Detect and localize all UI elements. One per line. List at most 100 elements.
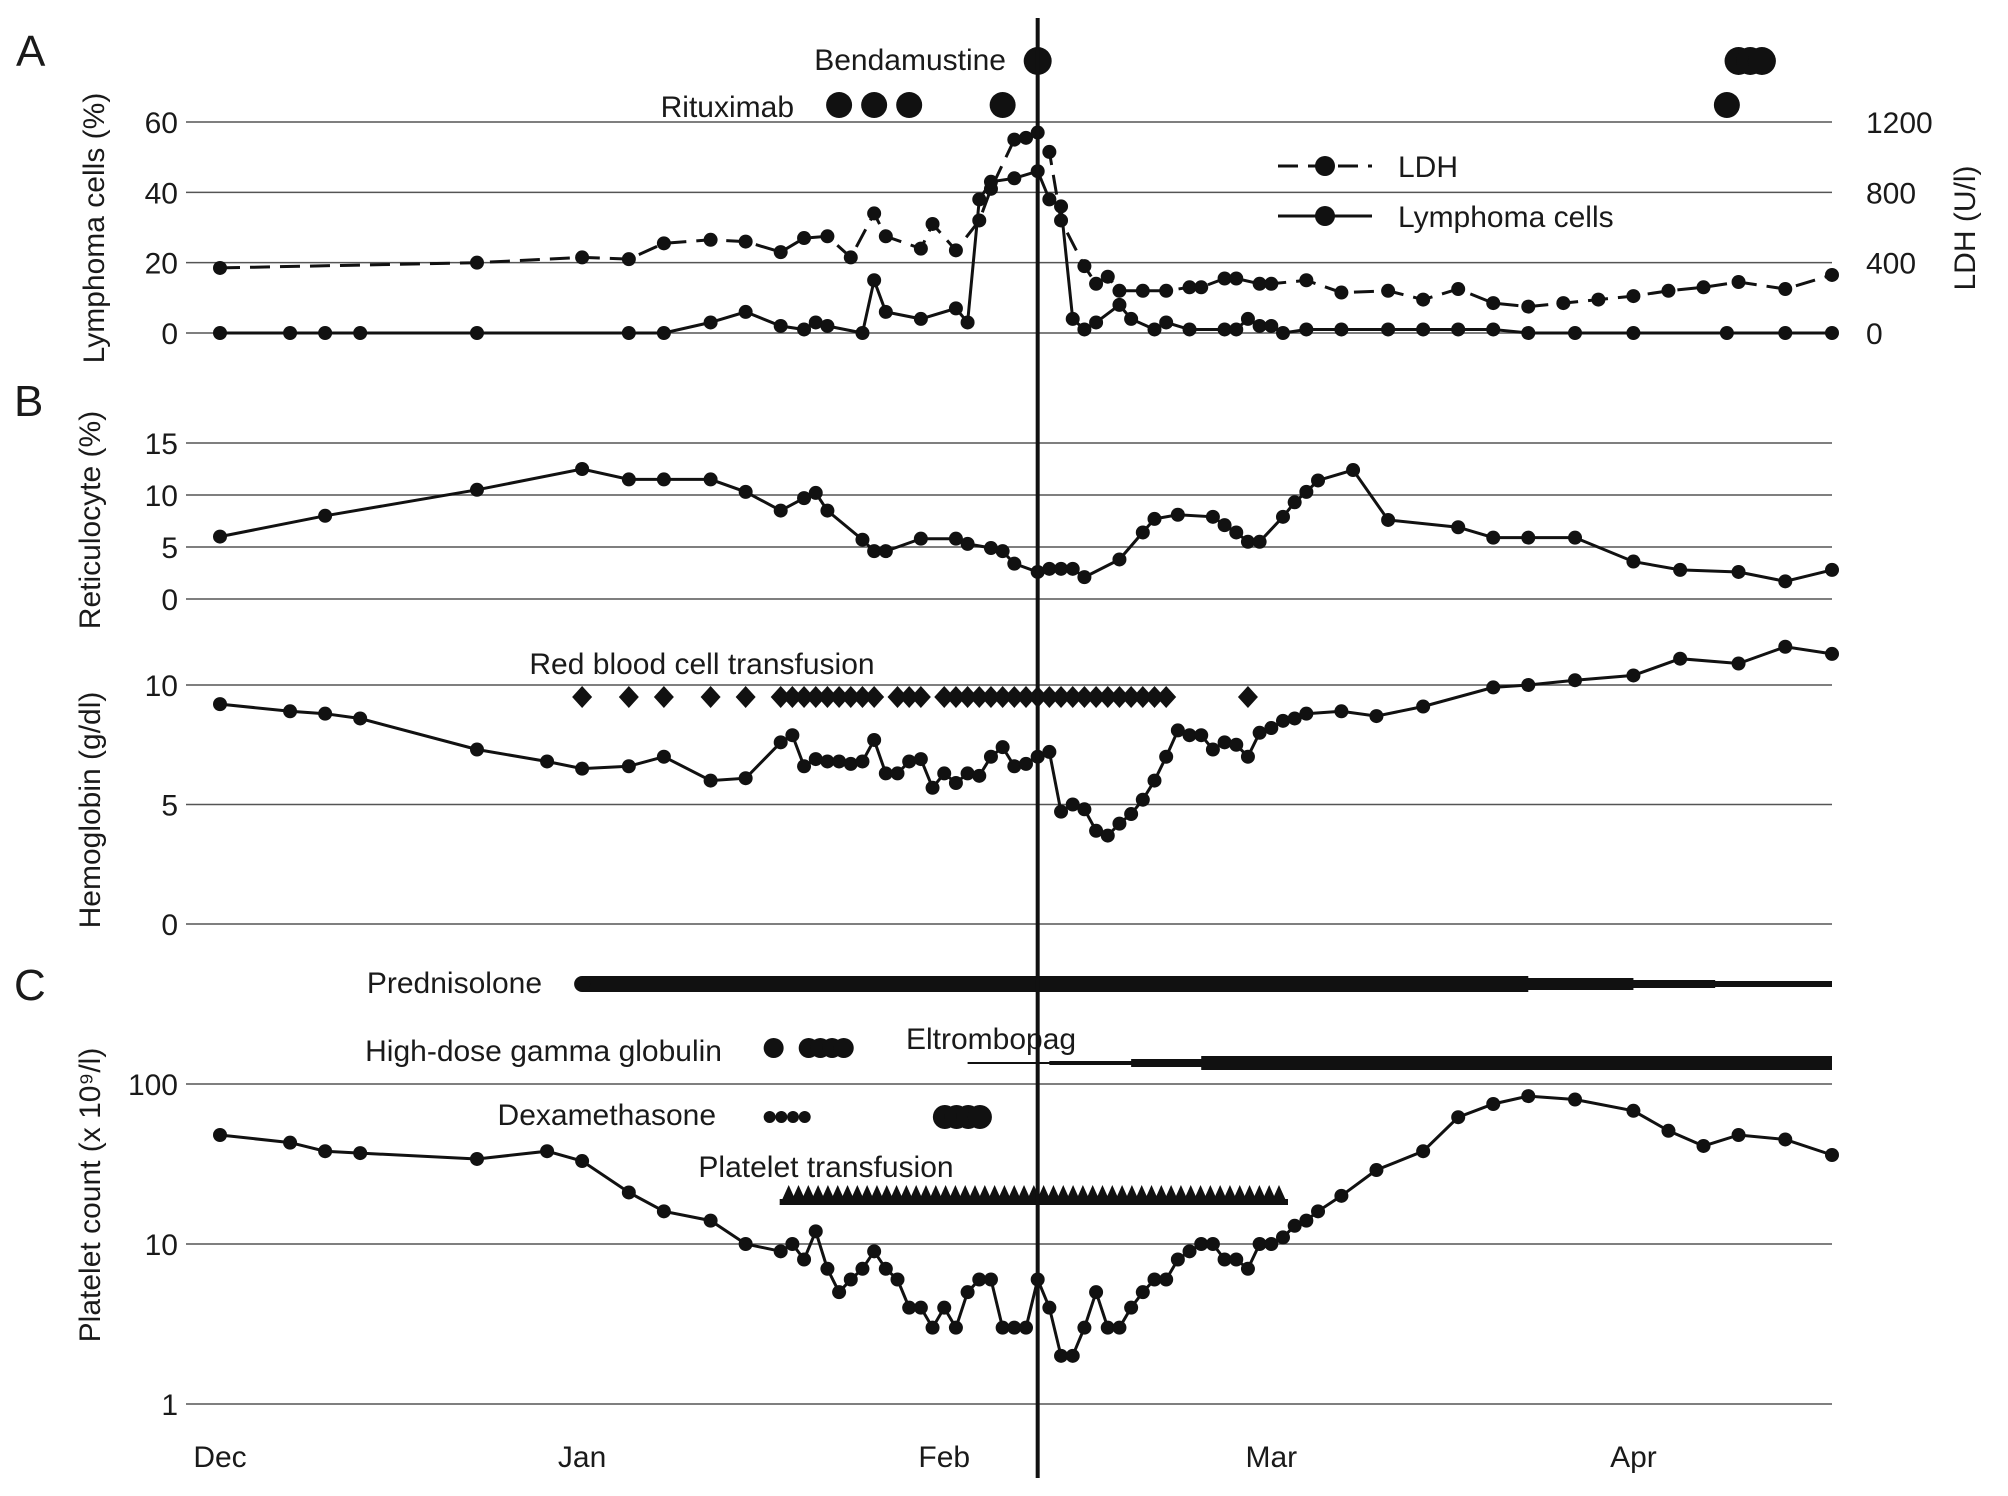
gridlines [186, 121, 1832, 1405]
reticulocyte-point [867, 544, 882, 559]
ldh-point [575, 250, 590, 265]
lymphoma-point [1054, 199, 1069, 214]
ldh-point [1182, 280, 1197, 295]
hemoglobin-point [1731, 656, 1746, 671]
lymphoma-point [469, 326, 484, 340]
lymphoma-point [797, 322, 812, 337]
reticulocyte-point [1147, 511, 1162, 526]
dexamethasone-dose [787, 1111, 800, 1123]
hemoglobin-point [1264, 721, 1279, 736]
reticulocyte-point [1451, 520, 1466, 535]
ldh-point [797, 231, 812, 246]
lymphoma-point [1124, 311, 1139, 326]
ldh-point [1089, 276, 1104, 291]
reticulocyte-point [1240, 534, 1255, 549]
legend-ldh-label: LDH [1398, 151, 1458, 184]
platelet-point [1159, 1272, 1174, 1287]
hemoglobin-point [1229, 737, 1244, 752]
ldh-point [1778, 282, 1793, 297]
platelet-point [820, 1261, 835, 1276]
lymphoma-point [855, 326, 870, 340]
lymphoma-point [1568, 326, 1583, 340]
reticulocyte-point [738, 484, 753, 499]
reticulocyte-point [621, 472, 636, 487]
rbc-transfusion-dose [1237, 686, 1258, 708]
prednisolone-bar-cap [574, 976, 591, 992]
reticulocyte-point [797, 491, 812, 506]
treatment-bars [574, 976, 1832, 1070]
rbc-transfusion-dose [957, 686, 978, 708]
hemoglobin-point [890, 766, 905, 781]
ldh-point [925, 216, 940, 231]
ldh-point [972, 213, 987, 228]
lymphoma-point [1240, 311, 1255, 326]
platelet-point [983, 1272, 998, 1287]
platelet-point [995, 1320, 1010, 1335]
reticulocyte-point [1673, 562, 1688, 577]
reticulocyte-point [995, 544, 1010, 559]
prednisolone-label: Prednisolone [367, 967, 542, 1000]
hemoglobin-point [1673, 651, 1688, 666]
platelet-point [1124, 1300, 1139, 1315]
rbc-transfusion-dose [887, 686, 908, 708]
platelet-point [1042, 1300, 1057, 1315]
y-tick-label: 10 [145, 1229, 178, 1262]
reticulocyte-point [1287, 495, 1302, 510]
platelet-point [1089, 1285, 1104, 1300]
hemoglobin-point [1825, 646, 1839, 661]
hemoglobin-point [995, 740, 1010, 755]
lymphoma-point [960, 315, 975, 330]
ldh-point [213, 260, 227, 275]
lymphoma-point [1159, 315, 1174, 330]
hemoglobin-point [703, 773, 718, 788]
legend: LDH Lymphoma cells [1278, 151, 1614, 234]
rbc-transfusion-dose [805, 686, 826, 708]
hemoglobin-point [1217, 735, 1232, 750]
lymphoma-point [1252, 318, 1267, 333]
y-tick-label: 10 [145, 480, 178, 513]
platelet-transfusion-label: Platelet transfusion [698, 1151, 953, 1184]
ldh-point [1217, 271, 1232, 286]
reticulocyte-point [1112, 552, 1127, 567]
hemoglobin-point [575, 761, 590, 776]
legend-ldh-marker [1315, 156, 1335, 176]
hemoglobin-point [656, 749, 671, 764]
lymphoma-point [1778, 326, 1793, 340]
prednisolone-dose-bar [582, 976, 1832, 992]
platelet-point [1019, 1320, 1033, 1335]
reticulocyte-line [219, 467, 1833, 583]
y-axis-label-reticulocyte: Reticulocyte (%) [74, 411, 107, 629]
reticulocyte-point [1135, 525, 1150, 540]
lymphoma-point [1521, 326, 1536, 340]
hemoglobin-point [1170, 723, 1185, 738]
rbc-transfusion-dose [1039, 686, 1060, 708]
hemoglobin-point [318, 706, 333, 721]
rituximab-dose [989, 92, 1016, 118]
lymphoma-point [1089, 315, 1104, 330]
rbc-transfusion-dose [980, 686, 1001, 708]
hemoglobin-point [878, 766, 893, 781]
y-tick-label: 0 [161, 909, 178, 942]
bendamustine-label: Bendamustine [814, 44, 1006, 77]
reticulocyte-point [703, 472, 718, 487]
platelet-point [1054, 1348, 1069, 1363]
reticulocyte-point [1065, 561, 1080, 576]
rbc-transfusion-dose [770, 686, 791, 708]
rbc-transfusion-dose [910, 686, 931, 708]
ldh-point [1661, 283, 1676, 298]
rbc-transfusion-dose [618, 686, 639, 708]
lymphoma-point [1007, 171, 1022, 186]
ldh-point [1264, 276, 1279, 291]
lymphoma-point [1112, 297, 1127, 312]
ldh-point [913, 241, 928, 256]
platelet-point [855, 1261, 870, 1276]
ldh-point [1194, 280, 1209, 295]
rituximab-dose [861, 92, 888, 118]
reticulocyte-point [1778, 574, 1793, 589]
ldh-point [703, 232, 718, 247]
hemoglobin-point [738, 771, 753, 786]
lymphoma-point [1451, 322, 1466, 337]
hemoglobin-point [283, 704, 298, 719]
lymphoma-point [1217, 322, 1232, 337]
lymphoma-point [1381, 322, 1396, 337]
